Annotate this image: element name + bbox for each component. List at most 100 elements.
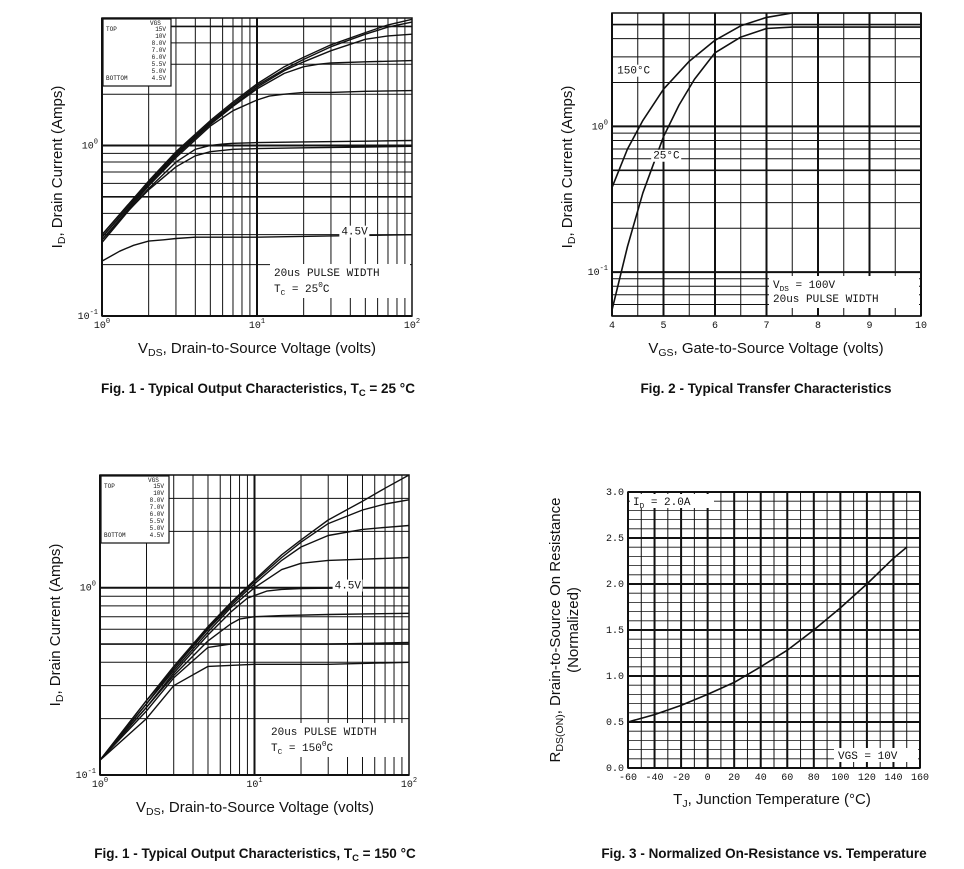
legend-entry: 5.5V (150, 518, 165, 525)
series-line-7-0v (99, 556, 410, 761)
y-tick-label: 0.5 (606, 718, 624, 729)
fig2-y-axis-label: ID, Drain Current (Amps) (559, 86, 578, 249)
series-line-5-0v (101, 145, 413, 243)
x-tick-label: 6 (712, 321, 718, 332)
legend-top-label: TOP (104, 483, 115, 490)
x-tick-label: 100 (92, 777, 108, 791)
series-line-rds-on- (627, 546, 908, 723)
y-tick-label: 1.5 (606, 626, 624, 637)
fig1b-frame (99, 474, 410, 776)
fig3-frame (627, 491, 921, 769)
series-line-10v (101, 21, 413, 236)
annotation-label: 25°C (653, 151, 680, 163)
y-tick-label: 1.0 (606, 672, 624, 683)
series-line-15v (101, 18, 413, 236)
series-line-4-5v (101, 234, 413, 262)
legend-entry: 7.0V (150, 504, 165, 511)
fig2-frame (611, 12, 922, 317)
fig3-grid (627, 491, 921, 769)
y-tick-label: 100 (80, 581, 96, 595)
vds-note: VDS = 100V (773, 280, 835, 294)
annotation-label: 4.5V (335, 581, 362, 593)
annotation-bg (651, 149, 682, 162)
legend-entry: 10V (153, 490, 164, 497)
x-tick-label: -20 (672, 773, 690, 784)
x-tick-label: 101 (249, 318, 265, 332)
legend-entry: 15V (153, 483, 164, 490)
y-tick-label: 2.5 (606, 534, 624, 545)
x-tick-label: 9 (866, 321, 872, 332)
note-bg (267, 723, 407, 757)
y-tick-label: 10-1 (78, 309, 98, 323)
legend-bottom-label: BOTTOM (104, 532, 126, 539)
y-tick-label: 0.0 (606, 764, 624, 775)
chart-fig3: ID = 2.0A VGS = 10V -60 -40 -20 0 20 40 60 80 100 1… (547, 488, 929, 861)
legend-bottom-label: BOTTOM (106, 75, 128, 82)
y-tick-label: 100 (82, 139, 98, 153)
legend-header: VGS (148, 477, 159, 484)
drain-current-note: ID = 2.0A (633, 497, 691, 511)
x-tick-label: 20 (728, 773, 740, 784)
x-tick-label: 80 (808, 773, 820, 784)
series-line-15v (99, 474, 410, 761)
fig1a-y-axis-label: ID, Drain Current (Amps) (49, 86, 68, 249)
x-tick-label: 40 (755, 773, 767, 784)
x-tick-label: 101 (246, 777, 262, 791)
fig2-x-axis-label: VGS, Gate-to-Source Voltage (volts) (648, 340, 883, 359)
fig3-y-axis-label-2: (Normalized) (565, 587, 582, 673)
fig3-caption: Fig. 3 - Normalized On-Resistance vs. Te… (601, 846, 927, 861)
series-line-7-0v (101, 59, 413, 238)
pulse-width-note: 20us PULSE WIDTH (271, 727, 377, 739)
fig1b-y-axis-label-group: ID, Drain Current (Amps) (47, 544, 66, 707)
annotation-label: 150°C (617, 66, 650, 78)
x-tick-label: -40 (646, 773, 664, 784)
annotation-bg (615, 64, 652, 77)
fig1b-caption: Fig. 1 - Typical Output Characteristics,… (94, 846, 416, 864)
pulse-width-note: 20us PULSE WIDTH (274, 268, 380, 280)
x-tick-label: -60 (619, 773, 637, 784)
series-line-6-0v (101, 89, 413, 241)
legend-entry: 4.5V (152, 75, 167, 82)
note-bg (630, 494, 714, 508)
x-tick-label: 60 (781, 773, 793, 784)
x-tick-label: 4 (609, 321, 615, 332)
series-line-150-c (611, 12, 921, 188)
legend-box (102, 18, 172, 87)
legend-entry: 8.0V (152, 40, 167, 47)
series-line-5-5v (101, 139, 413, 241)
fig1a-caption: Fig. 1 - Typical Output Characteristics,… (101, 381, 415, 399)
annotation-label: 4.5V (341, 227, 368, 239)
x-tick-label: 8 (815, 321, 821, 332)
series-line-6-0v (99, 587, 409, 761)
case-temperature-note: TC = 250C (274, 282, 330, 298)
x-tick-label: 100 (94, 318, 110, 332)
y-tick-label: 100 (592, 119, 608, 133)
x-tick-label: 140 (884, 773, 902, 784)
legend-entry: 6.0V (150, 511, 165, 518)
series-line-25-c (611, 26, 921, 311)
y-tick-label: 3.0 (606, 488, 624, 499)
x-tick-label: 7 (763, 321, 769, 332)
fig1a-frame (101, 17, 413, 317)
fig3-y-axis-label-group: RDS(ON), Drain-to-Source On Resistance (N… (547, 498, 582, 763)
fig2-caption: Fig. 2 - Typical Transfer Characteristic… (640, 381, 891, 396)
annotation-bg (339, 225, 370, 238)
legend-entry: 7.0V (152, 47, 167, 54)
fig3-y-axis-label: RDS(ON), Drain-to-Source On Resistance (547, 498, 566, 763)
y-tick-label: 2.0 (606, 580, 624, 591)
series-line-5-0v (99, 641, 410, 761)
fig1a-y-axis-label-group: ID, Drain Current (Amps) (49, 86, 68, 249)
series-line-5-5v (99, 612, 410, 761)
series-line-8-0v (99, 524, 410, 761)
x-tick-label: 160 (911, 773, 929, 784)
fig1b-x-axis-label: VDS, Drain-to-Source Voltage (volts) (136, 799, 374, 818)
note-bg (270, 264, 410, 298)
x-tick-label: 0 (705, 773, 711, 784)
fig1b-y-axis-label: ID, Drain Current (Amps) (47, 544, 66, 707)
